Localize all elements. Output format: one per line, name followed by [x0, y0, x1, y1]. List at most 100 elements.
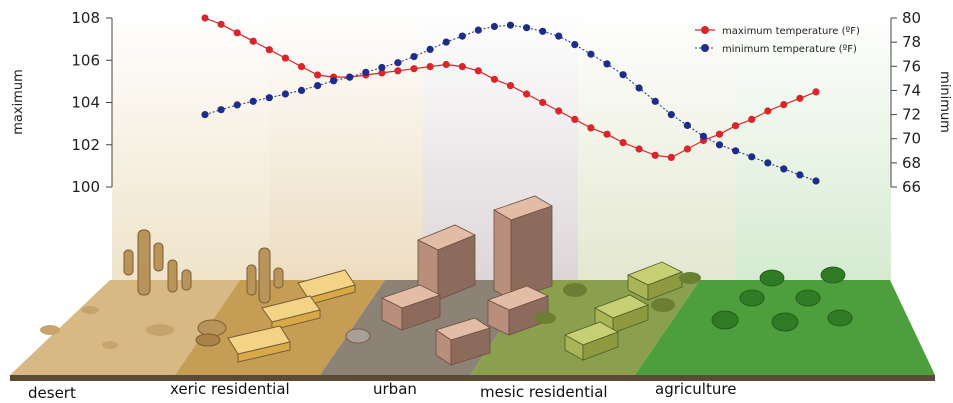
min-temperature-point [410, 53, 418, 61]
platform-edge [10, 375, 935, 381]
min-temperature-point [442, 38, 450, 46]
max-temperature-point [667, 153, 675, 161]
min-temperature-point [667, 111, 675, 119]
cactus-icon [123, 229, 284, 304]
max-temperature-point [410, 65, 418, 73]
mesic-column [578, 10, 736, 285]
left-axis-label: maximum [11, 69, 26, 135]
series-layer [201, 14, 820, 185]
zone-labels: desert xeric residential urban mesic res… [28, 380, 736, 402]
left-tick-label: 100 [71, 178, 100, 196]
desert-column [112, 10, 269, 285]
max-temperature-point [426, 63, 434, 71]
min-temperature-point [265, 94, 273, 102]
min-temperature-line [204, 24, 817, 182]
crop-icon [711, 266, 853, 332]
min-temperature-point [635, 84, 643, 92]
background-zones [112, 10, 891, 285]
min-temperature-point [539, 27, 547, 35]
max-temperature-point [297, 63, 306, 71]
right-tick-label: 68 [902, 154, 921, 172]
min-temperature-point [426, 45, 434, 54]
min-temperature-point [732, 147, 740, 155]
max-temperature-point [490, 75, 498, 83]
min-temperature-point [748, 153, 756, 161]
max-temperature-point [812, 88, 820, 96]
legend-min-marker [701, 44, 709, 52]
min-temperature-point [796, 171, 804, 179]
max-temperature-point [201, 14, 209, 22]
legend-max-marker [701, 26, 709, 34]
max-temperature-point [442, 60, 450, 69]
max-temperature-point [780, 101, 788, 109]
min-temperature-point [314, 82, 322, 90]
min-temperature-point [281, 90, 289, 98]
min-temperature-point [587, 50, 595, 58]
min-temperature-point [571, 41, 579, 49]
max-temperature-point [539, 98, 547, 107]
max-temperature-point [506, 82, 515, 90]
max-temperature-point [555, 107, 563, 115]
tree-icon [534, 272, 701, 324]
min-temperature-point [812, 177, 820, 185]
urban-buildings [345, 195, 553, 366]
zone-label-agriculture: agriculture [655, 380, 736, 398]
min-temperature-point [346, 73, 354, 81]
zone-label-mesic: mesic residential [480, 383, 608, 401]
max-temperature-point [217, 20, 225, 28]
max-temperature-point [474, 67, 482, 75]
right-tick-label: 76 [902, 57, 921, 75]
mesic-houses [564, 261, 683, 361]
zone-label-xeric: xeric residential [170, 380, 290, 398]
min-temperature-point [506, 21, 515, 29]
desert-ground [10, 280, 240, 375]
max-temperature-point [571, 115, 579, 123]
min-temperature-point [378, 63, 386, 72]
max-temperature-point [265, 46, 273, 54]
min-temperature-point [490, 22, 498, 31]
min-temperature-point [780, 165, 788, 173]
desert-rocks [40, 306, 174, 349]
min-temperature-point [233, 101, 241, 109]
zone-label-urban: urban [373, 380, 417, 398]
min-temperature-point [330, 77, 338, 85]
min-temperature-point [555, 32, 563, 40]
min-temperature-point [394, 59, 402, 67]
max-temperature-point [683, 145, 692, 153]
max-temperature-point [281, 54, 289, 62]
max-temperature-point [378, 69, 386, 77]
max-temperature-point [603, 130, 611, 138]
right-tick-label: 78 [902, 33, 921, 51]
xeric-column [269, 10, 423, 285]
min-temperature-point [715, 141, 724, 149]
max-temperature-point [635, 145, 643, 153]
max-temperature-point [715, 130, 724, 138]
legend-min-label: minimum temperature (ºF) [722, 44, 857, 55]
left-axis: 100 102 104 106 108 maximum [11, 9, 113, 196]
max-temperature-point [523, 90, 531, 98]
left-tick-label: 102 [71, 136, 100, 154]
max-temperature-point [732, 122, 740, 130]
right-axis-label: minimum [937, 71, 952, 133]
max-temperature-point [394, 67, 402, 75]
min-temperature-point [683, 121, 692, 129]
min-temperature-point [297, 86, 306, 94]
min-temperature-point [619, 71, 627, 79]
max-temperature-point [796, 94, 804, 102]
max-temperature-point [764, 107, 772, 115]
min-temperature-point [764, 159, 772, 167]
min-temperature-point [362, 68, 370, 76]
max-temperature-point [249, 37, 257, 45]
min-temperature-point [458, 32, 466, 40]
min-temperature-point [201, 111, 209, 119]
xeric-houses [195, 269, 356, 363]
min-temperature-point [603, 60, 611, 68]
max-temperature-point [233, 29, 241, 37]
legend: maximum temperature (ºF) minimum tempera… [695, 26, 860, 55]
zone-label-desert: desert [28, 384, 76, 402]
min-temperature-point [699, 132, 708, 140]
agriculture-column [736, 10, 891, 285]
legend-max-label: maximum temperature (ºF) [722, 26, 860, 37]
max-temperature-point [619, 139, 627, 147]
